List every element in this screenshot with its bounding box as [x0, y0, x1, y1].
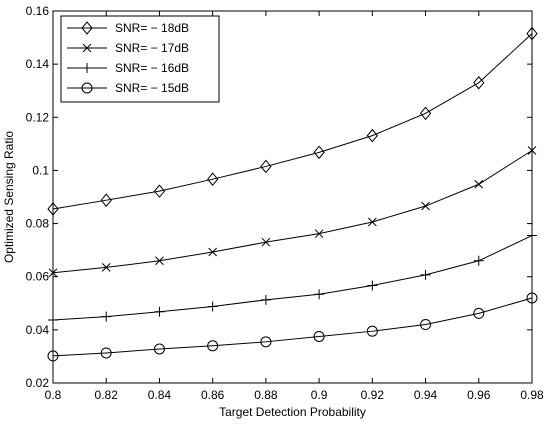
data-point-circle — [153, 343, 165, 355]
data-point-x — [261, 237, 271, 247]
data-point-diamond — [260, 159, 272, 174]
legend-item: SNR= − 16dB — [67, 61, 189, 75]
x-tick-label: 0.96 — [467, 388, 491, 402]
y-tick-label: 0.06 — [26, 270, 50, 284]
series-line — [52, 235, 533, 321]
series-line — [52, 33, 533, 210]
x-tick-label: 0.84 — [148, 388, 172, 402]
data-point-plus — [473, 255, 484, 266]
data-point-diamond — [100, 193, 112, 207]
data-point-circle — [100, 347, 112, 359]
x-tick-label: 0.88 — [254, 388, 278, 402]
data-point-diamond — [153, 184, 166, 198]
data-point-diamond — [419, 106, 432, 121]
y-tick-label: 0.08 — [26, 217, 50, 231]
legend-label: SNR= − 18dB — [115, 21, 189, 35]
y-tick-label: 0.12 — [26, 110, 50, 124]
legend-label: SNR= − 15dB — [115, 81, 189, 95]
x-axis-ticks: 0.8 0.82 0.84 0.86 0.88 0.9 0.92 0.94 0.96 0.98 — [45, 11, 544, 402]
data-point-x — [474, 179, 484, 189]
x-tick-label: 0.9 — [311, 388, 328, 402]
data-point-circle — [207, 340, 219, 352]
legend-item: SNR= − 17dB — [67, 41, 189, 55]
data-point-diamond — [313, 145, 325, 160]
legend-label: SNR= − 16dB — [115, 61, 189, 75]
y-axis-ticks: 0.02 0.04 0.06 0.08 0.1 0.12 0.14 0.16 — [26, 4, 532, 390]
x-tick-label: 0.94 — [414, 388, 438, 402]
data-point-diamond — [366, 128, 378, 143]
x-tick-label: 0.8 — [45, 388, 62, 402]
data-point-x — [155, 256, 164, 266]
y-tick-label: 0.14 — [26, 57, 50, 71]
legend-marker-circle — [81, 82, 93, 94]
legend-marker-diamond — [81, 21, 93, 35]
data-point-circle — [366, 325, 378, 337]
series-layer — [47, 26, 538, 362]
series-line — [52, 150, 533, 274]
y-axis-label: Optimized Sensing Ratio — [2, 131, 16, 263]
x-tick-label: 0.92 — [361, 388, 385, 402]
legend-marker-plus — [82, 63, 92, 73]
y-tick-label: 0.1 — [32, 163, 49, 177]
legend-item: SNR= − 15dB — [67, 81, 189, 95]
plot-area-frame — [52, 10, 533, 384]
legend-label: SNR= − 17dB — [115, 41, 189, 55]
data-point-circle — [420, 319, 432, 331]
y-tick-label: 0.16 — [26, 4, 50, 18]
legend-item: SNR= − 18dB — [67, 21, 189, 35]
legend-marker-x — [82, 43, 92, 53]
x-tick-label: 0.82 — [95, 388, 119, 402]
data-point-plus — [260, 294, 271, 305]
data-point-x — [367, 217, 377, 227]
data-point-circle — [473, 307, 485, 319]
data-point-circle — [313, 331, 325, 342]
y-tick-label: 0.04 — [26, 323, 50, 337]
data-point-x — [421, 201, 430, 211]
x-axis-label: Target Detection Probability — [219, 405, 366, 419]
data-point-x — [314, 229, 324, 239]
data-point-diamond — [473, 75, 485, 90]
data-point-plus — [154, 306, 165, 317]
data-point-plus — [367, 280, 378, 291]
data-point-circle — [260, 336, 272, 348]
data-point-plus — [101, 311, 112, 322]
data-point-diamond — [207, 172, 219, 186]
data-point-plus — [207, 301, 218, 312]
data-point-x — [101, 263, 111, 272]
series-x — [48, 146, 537, 278]
data-point-plus — [314, 289, 325, 300]
x-tick-label: 0.86 — [201, 388, 225, 402]
series-line — [52, 297, 533, 357]
legend: SNR= − 18dB SNR= − 17dB SNR= − 16dB SNR= − … — [60, 15, 220, 103]
data-point-plus — [420, 269, 431, 280]
y-tick-label: 0.02 — [26, 376, 50, 390]
data-point-x — [208, 247, 218, 257]
x-tick-label: 0.98 — [520, 388, 544, 402]
